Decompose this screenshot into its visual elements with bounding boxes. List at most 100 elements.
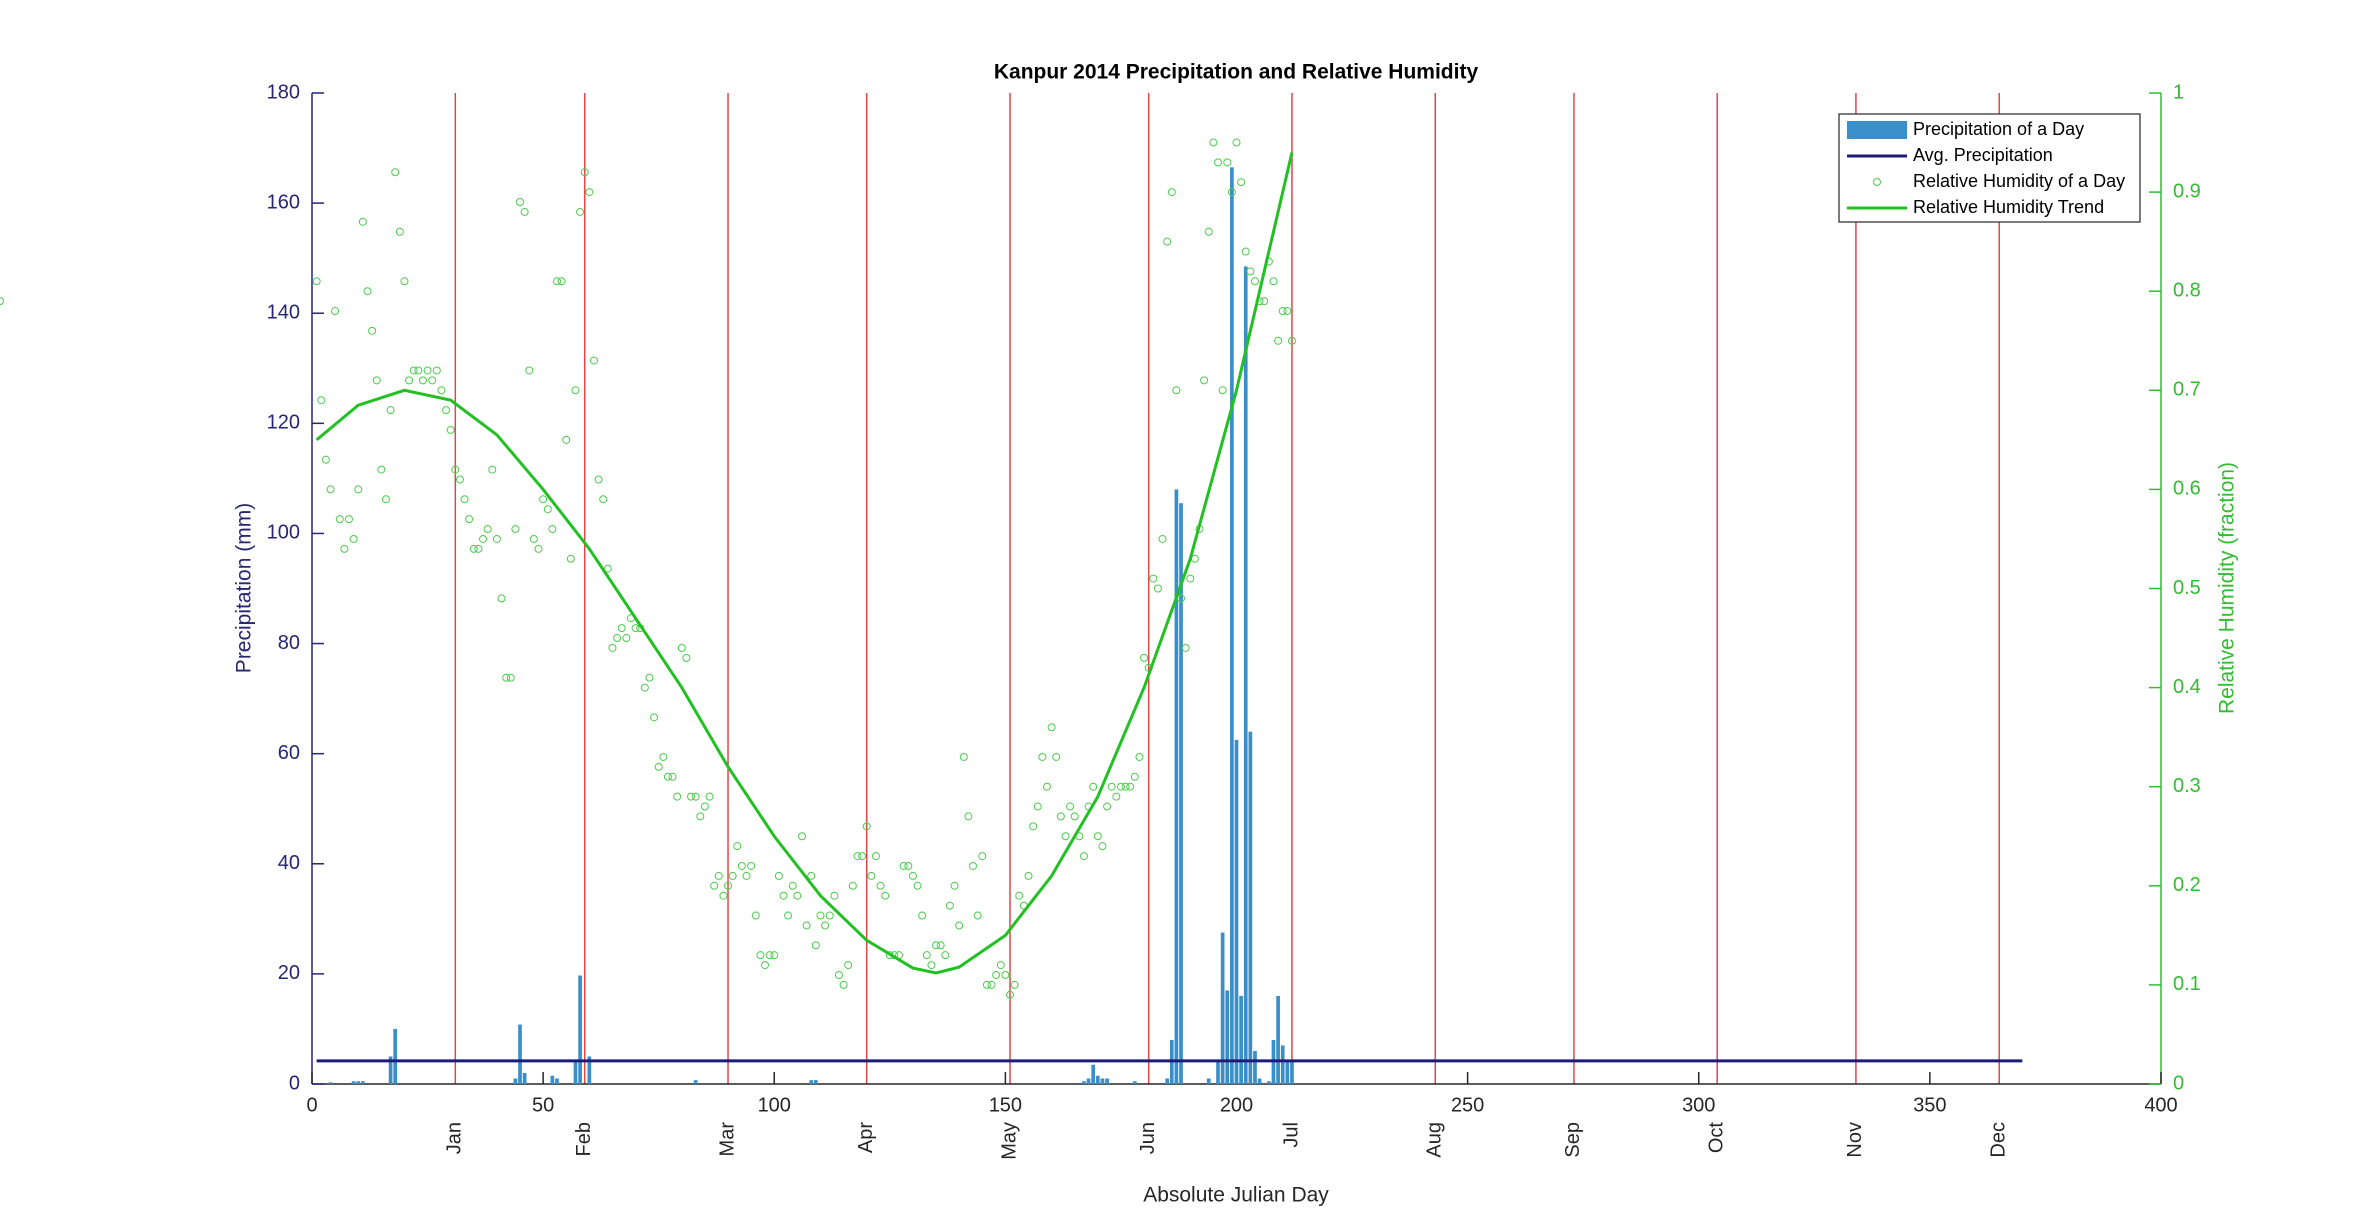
precip-bar <box>1105 1078 1109 1084</box>
y2-tick-label: 0.1 <box>2173 973 2201 995</box>
humidity-point <box>714 871 723 880</box>
humidity-point <box>502 673 511 682</box>
humidity-point <box>811 941 820 950</box>
precip-bar <box>1285 1061 1290 1084</box>
humidity-point <box>576 207 585 216</box>
humidity-point <box>492 534 501 543</box>
humidity-point <box>825 911 834 920</box>
y2-tick-label: 0.3 <box>2173 775 2201 797</box>
y2-tick-label: 0.4 <box>2173 676 2201 698</box>
precip-bar <box>1248 731 1253 1084</box>
humidity-point <box>529 534 538 543</box>
humidity-point <box>724 881 733 890</box>
humidity-point <box>1149 574 1158 583</box>
humidity-point <box>594 475 603 484</box>
humidity-point <box>566 554 575 563</box>
x-tick-label: 50 <box>532 1094 554 1116</box>
humidity-point <box>562 435 571 444</box>
humidity-point <box>1167 188 1176 197</box>
humidity-point <box>1163 237 1172 246</box>
humidity-point <box>659 752 668 761</box>
humidity-point <box>1181 643 1190 652</box>
precip-bar <box>1290 1061 1294 1084</box>
precip-bar <box>555 1078 559 1084</box>
precip-bar <box>388 1056 393 1084</box>
humidity-point <box>506 673 515 682</box>
y-tick-label: 160 <box>267 191 300 213</box>
humidity-point <box>677 643 686 652</box>
precip-bar <box>1280 1045 1285 1084</box>
humidity-point <box>802 921 811 930</box>
month-label: Jun <box>1137 1122 1159 1154</box>
humidity-point <box>1033 802 1042 811</box>
humidity-point <box>936 941 945 950</box>
y2-tick-label: 1 <box>2173 81 2184 103</box>
month-label: Sep <box>1562 1122 1584 1158</box>
humidity-point <box>386 406 395 415</box>
legend-label: Precipitation of a Day <box>1913 119 2084 139</box>
humidity-point <box>1005 990 1014 999</box>
precip-bar <box>1225 990 1230 1084</box>
humidity-point <box>853 852 862 861</box>
humidity-point <box>932 941 941 950</box>
precip-bar <box>1239 995 1243 1084</box>
precip-bar <box>1174 489 1179 1084</box>
humidity-point <box>1112 792 1121 801</box>
y-tick-label: 80 <box>278 632 300 654</box>
humidity-point <box>585 188 594 197</box>
humidity-point <box>1241 247 1250 256</box>
humidity-point <box>742 871 751 880</box>
humidity-point <box>1237 178 1246 187</box>
humidity-point <box>1140 653 1149 662</box>
humidity-point <box>1052 752 1061 761</box>
humidity-point <box>876 881 885 890</box>
humidity-point <box>1172 386 1181 395</box>
y2-tick-label: 0.2 <box>2173 874 2201 896</box>
humidity-point <box>719 891 728 900</box>
precip-bar <box>550 1075 555 1084</box>
humidity-point <box>964 812 973 821</box>
humidity-point <box>978 852 987 861</box>
humidity-point <box>451 465 460 474</box>
x-tick-label: 350 <box>1913 1094 1946 1116</box>
humidity-point <box>996 961 1005 970</box>
humidity-point <box>1103 802 1112 811</box>
humidity-point <box>1047 723 1056 732</box>
month-label: Oct <box>1706 1122 1728 1154</box>
x-tick-label: 400 <box>2144 1094 2177 1116</box>
humidity-point <box>821 921 830 930</box>
precip-bar <box>809 1080 814 1084</box>
humidity-point <box>1130 772 1139 781</box>
month-label: May <box>998 1122 1020 1160</box>
humidity-point <box>871 852 880 861</box>
humidity-point <box>784 911 793 920</box>
humidity-point <box>358 217 367 226</box>
humidity-point <box>589 356 598 365</box>
precip-bar <box>578 975 582 1084</box>
x-tick-label: 250 <box>1451 1094 1484 1116</box>
humidity-point <box>1153 584 1162 593</box>
humidity-point <box>927 961 936 970</box>
precip-bar <box>1230 167 1234 1084</box>
humidity-point <box>622 634 631 643</box>
humidity-point <box>465 515 474 524</box>
month-label: Aug <box>1424 1122 1446 1158</box>
humidity-point <box>409 366 418 375</box>
humidity-point <box>761 961 770 970</box>
humidity-point <box>955 921 964 930</box>
precip-bar <box>360 1081 365 1084</box>
humidity-point <box>654 762 663 771</box>
humidity-point <box>987 980 996 989</box>
humidity-point <box>858 852 867 861</box>
precip-bar <box>1100 1078 1105 1084</box>
humidity-point <box>1158 534 1167 543</box>
y-tick-label: 20 <box>278 962 300 984</box>
humidity-point <box>1056 812 1065 821</box>
humidity-point <box>377 465 386 474</box>
humidity-point <box>539 495 548 504</box>
humidity-point <box>1209 138 1218 147</box>
humidity-point <box>673 792 682 801</box>
humidity-point <box>1010 980 1019 989</box>
humidity-point <box>428 376 437 385</box>
precip-bar <box>573 1061 578 1084</box>
